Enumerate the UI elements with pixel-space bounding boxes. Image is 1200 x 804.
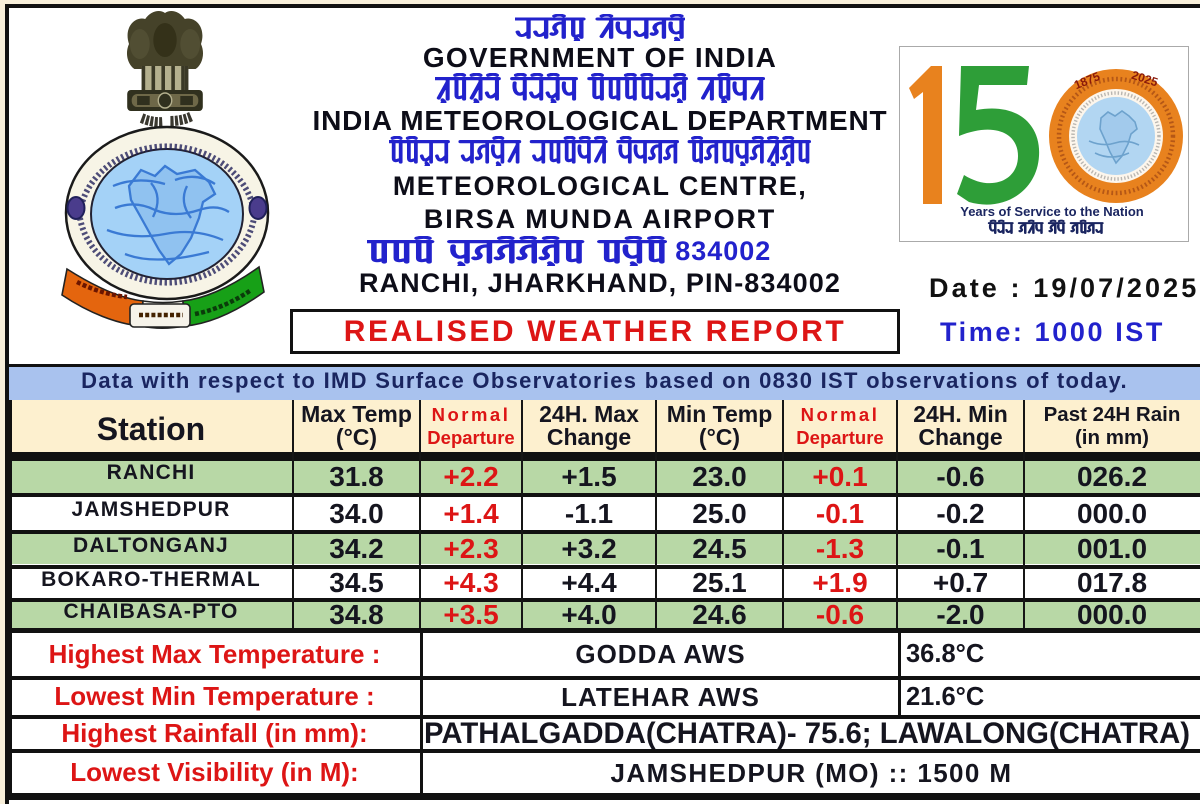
svg-text:Years of Service to the Nation: Years of Service to the Nation [960,204,1144,219]
